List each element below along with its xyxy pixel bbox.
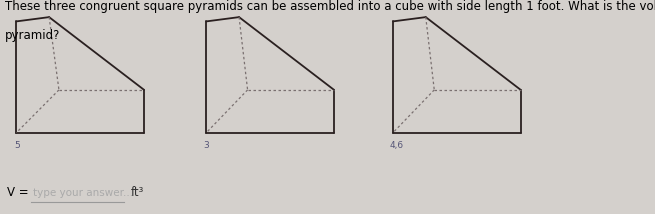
Text: type your answer...: type your answer... — [33, 188, 133, 198]
Text: 4,6: 4,6 — [389, 141, 403, 150]
Text: These three congruent square pyramids can be assembled into a cube with side len: These three congruent square pyramids ca… — [5, 0, 655, 13]
Text: pyramid?: pyramid? — [5, 29, 61, 42]
Text: V =: V = — [7, 186, 28, 199]
Text: 3: 3 — [203, 141, 209, 150]
Text: 5: 5 — [14, 141, 20, 150]
Text: ft³: ft³ — [131, 186, 144, 199]
